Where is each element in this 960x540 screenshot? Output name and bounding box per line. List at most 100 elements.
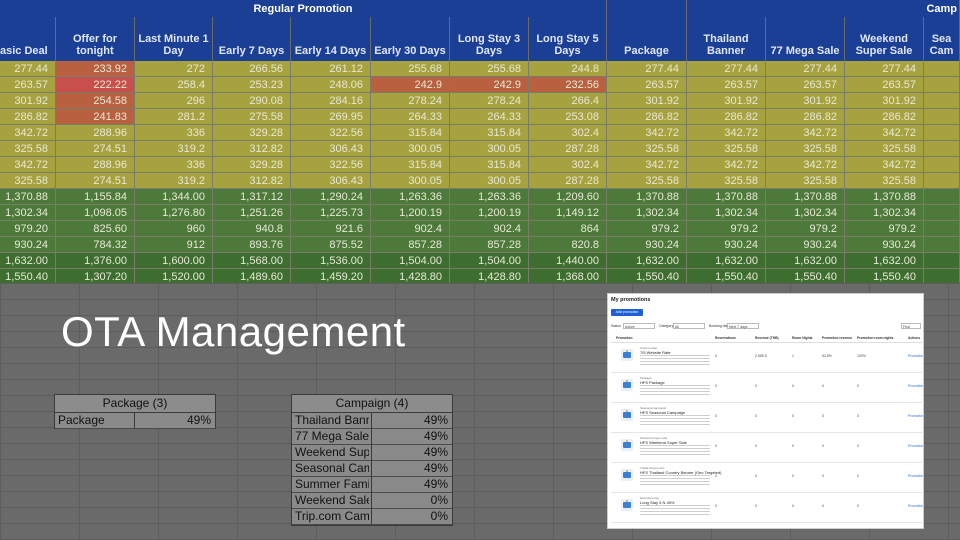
- table-cell[interactable]: 930.24: [766, 237, 845, 253]
- table-cell[interactable]: 233.92: [56, 61, 135, 77]
- table-cell[interactable]: 864: [529, 221, 607, 237]
- table-cell[interactable]: 1,209.60: [529, 189, 607, 205]
- table-cell[interactable]: 258.4: [135, 77, 213, 93]
- table-cell[interactable]: 261.12: [291, 61, 371, 77]
- table-cell[interactable]: 325.58: [687, 173, 766, 189]
- table-cell[interactable]: 302.4: [529, 157, 607, 173]
- add-promotion-button[interactable]: Add promotion: [611, 309, 643, 316]
- table-cell[interactable]: [924, 77, 960, 93]
- table-cell[interactable]: 325.58: [607, 173, 687, 189]
- table-cell[interactable]: 336: [135, 125, 213, 141]
- table-cell[interactable]: 979.2: [607, 221, 687, 237]
- table-cell[interactable]: [924, 173, 960, 189]
- table-cell[interactable]: 301.92: [687, 93, 766, 109]
- table-cell[interactable]: 1,302.34: [845, 205, 924, 221]
- table-cell[interactable]: 1,344.00: [135, 189, 213, 205]
- promotion-details-link[interactable]: Promotion details: [908, 414, 924, 418]
- table-cell[interactable]: 301.92: [766, 93, 845, 109]
- table-cell[interactable]: 277.44: [687, 61, 766, 77]
- table-cell[interactable]: 1,302.34: [607, 205, 687, 221]
- table-cell[interactable]: 263.57: [845, 77, 924, 93]
- table-cell[interactable]: 312.82: [213, 173, 291, 189]
- table-cell[interactable]: 315.84: [371, 125, 450, 141]
- table-cell[interactable]: 1,276.80: [135, 205, 213, 221]
- table-cell[interactable]: 1,550.40: [0, 269, 56, 285]
- table-cell[interactable]: 1,504.00: [450, 253, 529, 269]
- table-cell[interactable]: 315.84: [371, 157, 450, 173]
- table-cell[interactable]: 253.23: [213, 77, 291, 93]
- table-cell[interactable]: 1,568.00: [213, 253, 291, 269]
- table-cell[interactable]: 322.56: [291, 125, 371, 141]
- table-cell[interactable]: 325.58: [607, 141, 687, 157]
- table-cell[interactable]: 281.2: [135, 109, 213, 125]
- table-cell[interactable]: 342.72: [0, 157, 56, 173]
- table-cell[interactable]: 1,376.00: [56, 253, 135, 269]
- table-cell[interactable]: 325.58: [845, 173, 924, 189]
- table-cell[interactable]: 263.57: [687, 77, 766, 93]
- table-cell[interactable]: 902.4: [371, 221, 450, 237]
- table-cell[interactable]: 1,632.00: [845, 253, 924, 269]
- promotion-details-link[interactable]: Promotion details: [908, 354, 924, 358]
- table-cell[interactable]: 1,632.00: [687, 253, 766, 269]
- table-cell[interactable]: 242.9: [371, 77, 450, 93]
- table-cell[interactable]: 1,200.19: [371, 205, 450, 221]
- table-cell[interactable]: 266.4: [529, 93, 607, 109]
- table-cell[interactable]: 1,489.60: [213, 269, 291, 285]
- table-cell[interactable]: [924, 237, 960, 253]
- table-cell[interactable]: 1,632.00: [766, 253, 845, 269]
- table-cell[interactable]: 342.72: [687, 125, 766, 141]
- table-cell[interactable]: 319.2: [135, 173, 213, 189]
- table-cell[interactable]: 784.32: [56, 237, 135, 253]
- table-cell[interactable]: 336: [135, 157, 213, 173]
- table-cell[interactable]: 1,632.00: [607, 253, 687, 269]
- table-cell[interactable]: 301.92: [845, 93, 924, 109]
- promotion-details-link[interactable]: Promotion details: [908, 384, 924, 388]
- table-cell[interactable]: [924, 221, 960, 237]
- table-cell[interactable]: 921.6: [291, 221, 371, 237]
- table-cell[interactable]: 930.24: [687, 237, 766, 253]
- table-cell[interactable]: 264.33: [450, 109, 529, 125]
- table-cell[interactable]: 274.51: [56, 141, 135, 157]
- table-cell[interactable]: 222.22: [56, 77, 135, 93]
- promotion-details-link[interactable]: Promotion details: [908, 444, 924, 448]
- table-cell[interactable]: 315.84: [450, 125, 529, 141]
- table-cell[interactable]: 290.08: [213, 93, 291, 109]
- table-cell[interactable]: 312.82: [213, 141, 291, 157]
- table-cell[interactable]: 302.4: [529, 125, 607, 141]
- table-cell[interactable]: 255.68: [450, 61, 529, 77]
- table-cell[interactable]: 232.56: [529, 77, 607, 93]
- table-cell[interactable]: 264.33: [371, 109, 450, 125]
- table-cell[interactable]: 1,225.73: [291, 205, 371, 221]
- table-cell[interactable]: 1,536.00: [291, 253, 371, 269]
- table-cell[interactable]: [924, 109, 960, 125]
- table-cell[interactable]: 278.24: [450, 93, 529, 109]
- table-cell[interactable]: 979.2: [687, 221, 766, 237]
- table-cell[interactable]: 1,098.05: [56, 205, 135, 221]
- table-cell[interactable]: 266.56: [213, 61, 291, 77]
- promotion-details-link[interactable]: Promotion details: [908, 474, 924, 478]
- table-cell[interactable]: 1,251.26: [213, 205, 291, 221]
- table-cell[interactable]: 306.43: [291, 141, 371, 157]
- table-cell[interactable]: 255.68: [371, 61, 450, 77]
- category-filter[interactable]: All: [673, 323, 705, 329]
- table-cell[interactable]: 301.92: [607, 93, 687, 109]
- table-cell[interactable]: 274.51: [56, 173, 135, 189]
- table-cell[interactable]: [924, 93, 960, 109]
- table-cell[interactable]: 1,149.12: [529, 205, 607, 221]
- search-input[interactable]: Find: [901, 323, 921, 329]
- table-cell[interactable]: 287.28: [529, 173, 607, 189]
- table-cell[interactable]: 241.83: [56, 109, 135, 125]
- table-cell[interactable]: 325.58: [0, 173, 56, 189]
- table-cell[interactable]: 1,302.34: [766, 205, 845, 221]
- table-cell[interactable]: 875.52: [291, 237, 371, 253]
- table-cell[interactable]: 306.43: [291, 173, 371, 189]
- table-cell[interactable]: 325.58: [766, 173, 845, 189]
- table-cell[interactable]: [924, 157, 960, 173]
- table-cell[interactable]: 286.82: [766, 109, 845, 125]
- table-cell[interactable]: 296: [135, 93, 213, 109]
- table-cell[interactable]: 315.84: [450, 157, 529, 173]
- table-cell[interactable]: [924, 205, 960, 221]
- table-cell[interactable]: 1,632.00: [0, 253, 56, 269]
- table-cell[interactable]: 269.95: [291, 109, 371, 125]
- table-cell[interactable]: 342.72: [0, 125, 56, 141]
